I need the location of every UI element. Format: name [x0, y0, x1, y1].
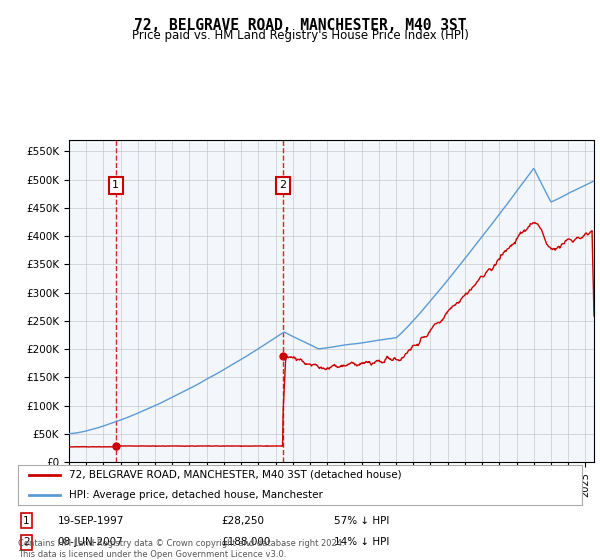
- Text: £188,000: £188,000: [221, 537, 271, 547]
- Text: HPI: Average price, detached house, Manchester: HPI: Average price, detached house, Manc…: [69, 490, 323, 500]
- Text: Contains HM Land Registry data © Crown copyright and database right 2024.
This d: Contains HM Land Registry data © Crown c…: [18, 539, 344, 559]
- Text: 72, BELGRAVE ROAD, MANCHESTER, M40 3ST (detached house): 72, BELGRAVE ROAD, MANCHESTER, M40 3ST (…: [69, 470, 401, 480]
- Text: 1: 1: [23, 516, 30, 526]
- Text: 2: 2: [23, 537, 30, 547]
- Text: Price paid vs. HM Land Registry's House Price Index (HPI): Price paid vs. HM Land Registry's House …: [131, 29, 469, 42]
- Text: 1: 1: [112, 180, 119, 190]
- Text: 72, BELGRAVE ROAD, MANCHESTER, M40 3ST: 72, BELGRAVE ROAD, MANCHESTER, M40 3ST: [134, 18, 466, 33]
- Text: 14% ↓ HPI: 14% ↓ HPI: [334, 537, 389, 547]
- Text: 08-JUN-2007: 08-JUN-2007: [58, 537, 123, 547]
- Text: 2: 2: [280, 180, 287, 190]
- Text: 19-SEP-1997: 19-SEP-1997: [58, 516, 124, 526]
- Text: £28,250: £28,250: [221, 516, 264, 526]
- Text: 57% ↓ HPI: 57% ↓ HPI: [334, 516, 389, 526]
